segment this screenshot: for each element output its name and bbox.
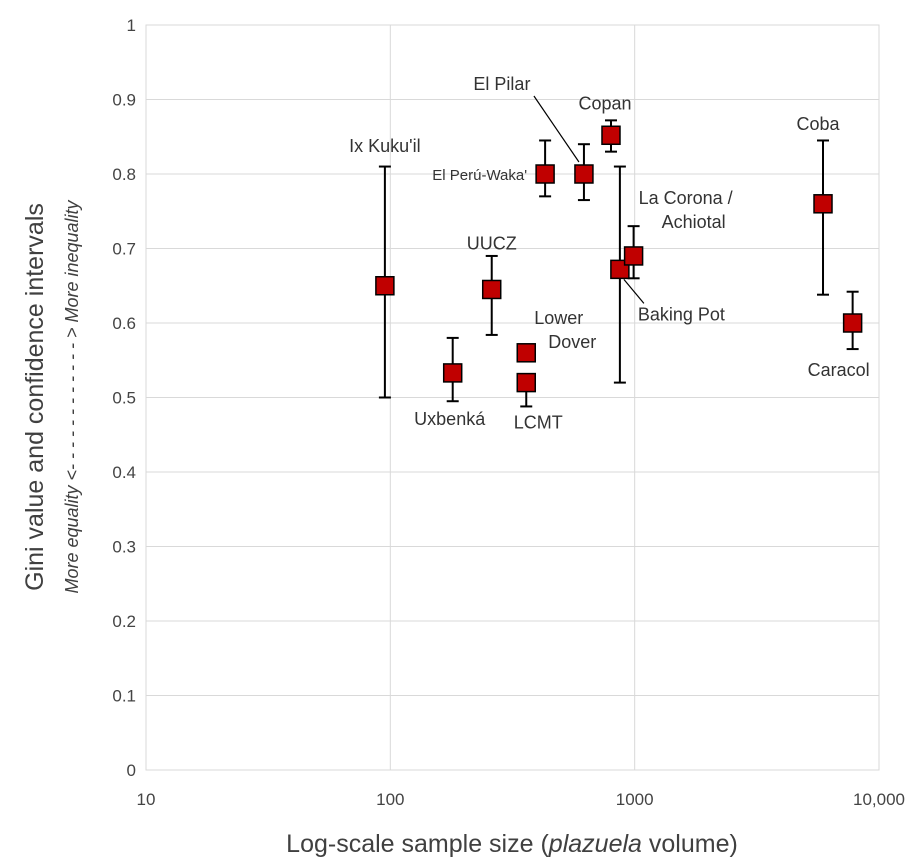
y-tick-label: 0.4 [112,463,136,482]
data-point-marker [375,276,395,296]
site-label: Coba [796,114,840,134]
site-label: LCMT [514,413,563,433]
x-axis-title: Log-scale sample size (plazuela volume) [286,830,738,858]
x-tick-label: 100 [376,790,404,809]
site-label: El Pilar [473,74,530,94]
leader-line-el-pilar [533,95,580,163]
y-axis-title: Gini value and confidence intervals [21,203,49,591]
x-axis-title-suffix: volume) [642,830,738,858]
y-tick-label: 1 [127,16,136,35]
x-axis-title-italic: plazuela [548,830,642,858]
site-label: Caracol [808,360,870,380]
label-leader-lines [533,95,645,304]
gridlines [145,24,880,771]
y-tick-label: 0.5 [112,389,136,408]
data-point-marker [842,313,863,333]
y-tick-label: 0.8 [112,165,136,184]
y-tick-label: 0.9 [112,91,136,110]
site-label-line: Achiotal [662,212,726,232]
site-label: El Perú-Waka' [432,167,527,184]
plot-area-border [145,24,880,771]
leader-line-baking-pot [623,278,645,304]
site-label-line: La Corona / [639,188,733,208]
y-axis-subtitle: More equality <- - - - - - - - - - - - >… [62,199,82,593]
data-point-marker [601,125,621,146]
site-label: Baking Pot [638,304,725,324]
axes [145,24,880,771]
site-label-line: Dover [548,332,596,352]
x-tick-label: 1000 [616,790,654,809]
site-label: UUCZ [467,233,517,253]
data-markers [375,125,863,393]
site-label: Uxbenká [414,409,486,429]
y-tick-label: 0.7 [112,240,136,259]
y-tick-label: 0.6 [112,314,136,333]
x-axis-title-prefix: Log-scale sample size ( [286,830,549,858]
y-tick-label: 0.1 [112,687,136,706]
y-tick-label: 0.3 [112,538,136,557]
data-point-marker [516,372,537,393]
x-tick-label: 10 [137,790,156,809]
x-tick-label: 10,000 [853,790,905,809]
site-label: Copan [578,93,631,113]
y-tick-label: 0.2 [112,612,136,631]
site-label: Ix Kuku'il [349,136,420,156]
data-point-marker [535,164,555,184]
y-tick-label: 0 [127,761,136,780]
tick-labels: 0 0.1 0.2 0.3 0.4 0.5 0.6 0.7 0.8 0.9 1 10 100 1000 10… [112,16,905,809]
data-point-marker [574,164,594,184]
site-label-line: Lower [534,308,583,328]
data-point-marker [442,363,463,383]
site-labels: Ix Kuku'il Uxbenká UUCZ Lower Dover LCMT El Pe… [349,74,869,433]
data-point-marker [516,343,537,363]
data-point-marker [623,246,644,266]
data-point-marker [481,279,502,300]
data-point-marker [813,194,833,214]
